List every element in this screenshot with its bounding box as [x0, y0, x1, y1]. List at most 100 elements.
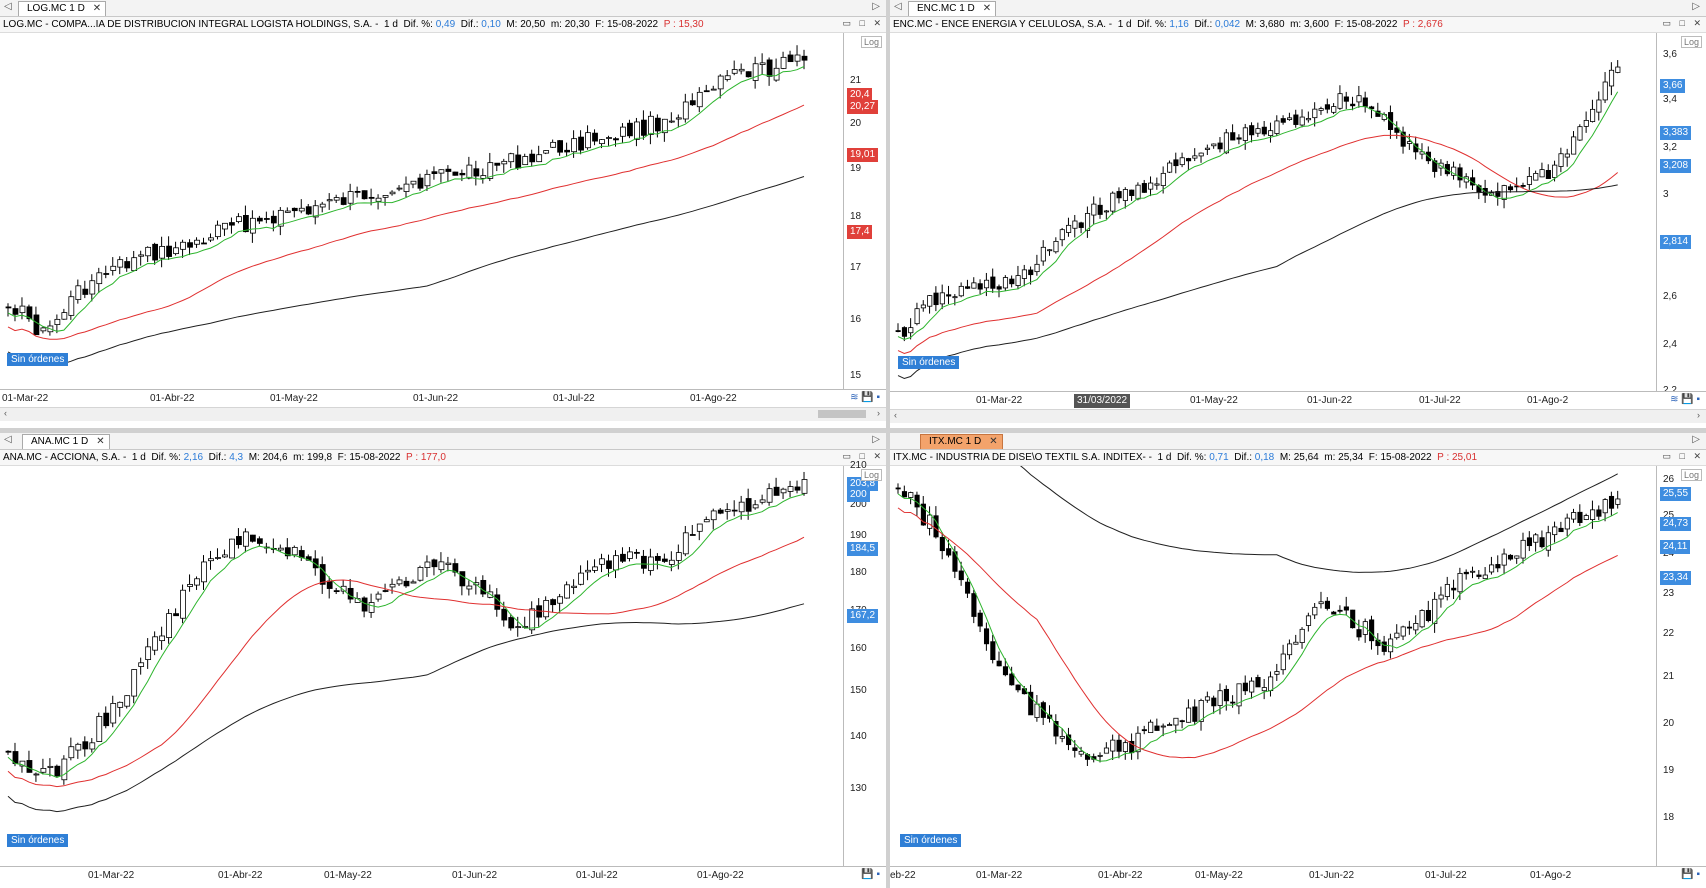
window-buttons[interactable]: ▭ □ ✕ — [842, 18, 884, 29]
candle-body — [96, 272, 103, 285]
candle-body — [410, 180, 417, 185]
price-tag: 3,66 — [1660, 79, 1686, 93]
dif-pct: 0,49 — [435, 19, 456, 30]
candle-body — [361, 190, 368, 200]
candle-body — [117, 701, 124, 708]
candle-body — [689, 100, 696, 106]
candle-body — [1331, 106, 1337, 113]
scroll-left-icon[interactable]: ‹ — [4, 408, 7, 418]
candle-body — [1526, 176, 1533, 185]
window-buttons[interactable]: ▭ □ ✕ — [842, 451, 884, 462]
tab-scroll-right[interactable]: ▷ — [1692, 434, 1700, 445]
close-icon[interactable]: ✕ — [982, 3, 992, 14]
candle-body — [61, 758, 68, 781]
candles — [895, 483, 1621, 767]
candle-body — [145, 646, 152, 661]
tab-scroll-left[interactable]: ◁ — [894, 1, 902, 12]
candle-body — [1507, 186, 1514, 191]
log-scale-button[interactable]: Log — [860, 36, 882, 48]
candle-body — [787, 54, 794, 63]
tab-itx[interactable]: ITX.MC 1 D ✕ — [920, 434, 1003, 449]
horizontal-splitter[interactable] — [0, 428, 1706, 433]
candlestick-chart[interactable] — [890, 33, 1656, 391]
log-scale-button[interactable]: Log — [1680, 469, 1702, 481]
candlestick-chart[interactable] — [890, 466, 1656, 866]
horizontal-scrollbar[interactable]: ‹ › — [0, 407, 886, 421]
candle-body — [333, 197, 340, 201]
scroll-left-icon[interactable]: ‹ — [894, 410, 897, 420]
chart-toolbar-icons[interactable]: ≋ 💾 ▪ — [1670, 394, 1700, 405]
candle-body — [606, 137, 612, 139]
orders-label: Sin órdenes — [7, 353, 69, 366]
candle-body — [47, 765, 54, 768]
price-axis[interactable]: 210200190180170160150140130203,8200184,5… — [843, 460, 886, 866]
candle-body — [703, 90, 710, 93]
candle-body — [187, 242, 193, 248]
tab-label: ANA.MC 1 D — [31, 436, 89, 447]
candle-body — [1255, 677, 1261, 688]
candle-body — [298, 550, 305, 558]
chart-toolbar-icons[interactable]: 💾 ▪ — [861, 869, 880, 880]
tab-label: ENC.MC 1 D — [917, 3, 975, 14]
log-scale-button[interactable]: Log — [860, 469, 882, 481]
candle-body — [333, 590, 340, 593]
window-buttons[interactable]: ▭ □ ✕ — [1662, 451, 1704, 462]
candle-body — [1520, 185, 1526, 187]
candle-body — [1495, 564, 1501, 569]
candle-body — [1552, 526, 1558, 536]
candlestick-chart[interactable] — [0, 33, 843, 389]
candle-body — [1097, 754, 1103, 757]
price-tag: 23,34 — [1660, 571, 1692, 585]
candle-body — [1558, 527, 1564, 533]
candle-body — [270, 215, 277, 224]
candle-body — [1268, 130, 1274, 136]
tab-scroll-right[interactable]: ▷ — [872, 434, 880, 445]
horizontal-scrollbar[interactable]: ‹ › — [890, 409, 1706, 423]
scroll-right-icon[interactable]: › — [1697, 410, 1700, 420]
candle-body — [403, 183, 410, 192]
candle-body — [1274, 120, 1280, 134]
candle-body — [256, 217, 263, 222]
candle-body — [675, 117, 682, 120]
tab-log[interactable]: LOG.MC 1 D ✕ — [18, 1, 107, 16]
price-tag: 20,27 — [847, 100, 879, 114]
candle-body — [983, 628, 990, 645]
candle-body — [1223, 132, 1229, 154]
tab-scroll-left[interactable]: ◁ — [4, 1, 12, 12]
y-tick-label: 17 — [850, 262, 862, 273]
chart-toolbar-icons[interactable]: ≋ 💾 ▪ — [850, 392, 880, 403]
vertical-splitter[interactable] — [886, 0, 890, 888]
window-buttons[interactable]: ▭ □ ✕ — [1662, 18, 1704, 29]
y-tick-label: 180 — [850, 567, 867, 578]
dif-pct-label: Dif. %: — [151, 452, 181, 463]
candle-body — [927, 295, 933, 307]
candle-body — [1577, 511, 1583, 523]
candle-body — [1501, 185, 1507, 200]
tab-enc[interactable]: ENC.MC 1 D ✕ — [908, 1, 997, 16]
tab-scroll-left[interactable]: ◁ — [4, 434, 12, 445]
close-icon[interactable]: ✕ — [92, 3, 102, 14]
price-axis[interactable]: 3,63,43,232,82,62,42,23,663,3833,2082,81… — [1656, 33, 1706, 396]
close-icon[interactable]: ✕ — [96, 436, 105, 447]
candle-body — [1394, 632, 1400, 639]
y-tick-label: 3,6 — [1663, 49, 1677, 60]
log-scale-button[interactable]: Log — [1680, 36, 1702, 48]
tab-ana[interactable]: ANA.MC 1 D ✕ — [22, 434, 110, 449]
chart-toolbar-icons[interactable]: 💾 ▪ — [1681, 869, 1700, 880]
scroll-right-icon[interactable]: › — [877, 408, 880, 418]
tab-scroll-right[interactable]: ▷ — [872, 1, 880, 12]
x-tick-label: 01-May-22 — [324, 870, 372, 881]
x-tick-label: 01-Abr-22 — [150, 393, 195, 404]
x-tick-label: 01-Jun-22 — [1309, 870, 1355, 881]
candlestick-chart[interactable] — [0, 466, 843, 866]
candle-body — [1596, 509, 1602, 517]
tab-scroll-right[interactable]: ▷ — [1692, 1, 1700, 12]
close-icon[interactable]: ✕ — [989, 436, 998, 447]
candle-body — [1545, 532, 1551, 551]
candle-body — [480, 175, 487, 179]
scroll-thumb[interactable] — [818, 410, 866, 418]
candle-body — [166, 613, 172, 639]
price-axis[interactable]: 21 20 19 18 17 16 15 20,4 20,27 19,01 17,4 — [843, 33, 886, 389]
candle-body — [103, 273, 110, 275]
